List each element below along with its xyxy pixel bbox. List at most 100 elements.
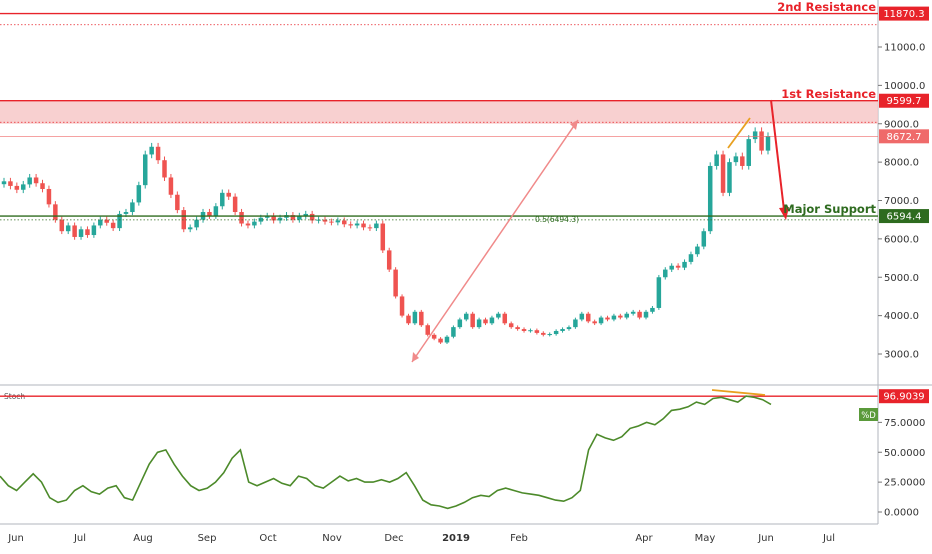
- candle-body: [431, 334, 437, 339]
- candle-body: [528, 330, 533, 332]
- candle-body: [33, 177, 39, 184]
- price-tick-label: 4000.0: [884, 311, 919, 322]
- candle-body: [534, 330, 540, 333]
- candle-body: [245, 223, 251, 226]
- candle-body: [258, 217, 264, 222]
- price-tick-label: 7000.0: [884, 196, 919, 207]
- stoch-level-badge: [879, 389, 929, 404]
- candle-body: [40, 183, 45, 189]
- price-tick-label: 5000.0: [884, 273, 919, 284]
- candle-body: [451, 327, 456, 337]
- candle-body: [425, 325, 430, 335]
- stoch-tick-label: 0.0000: [884, 508, 919, 519]
- time-tick-label: May: [695, 533, 716, 544]
- candle-body: [1, 181, 7, 185]
- candle-body: [592, 321, 597, 324]
- candle-body: [290, 215, 296, 220]
- candle-body: [630, 311, 636, 314]
- candle-body: [213, 206, 219, 216]
- fib-label: 0.5(6494.3): [535, 215, 579, 224]
- candle-body: [547, 334, 552, 336]
- candle-body: [277, 217, 283, 221]
- candle-body: [695, 246, 700, 255]
- candle-body: [207, 212, 212, 216]
- candle-body: [271, 215, 276, 221]
- candle-body: [650, 307, 655, 312]
- candle-body: [361, 223, 366, 228]
- candle-body: [78, 229, 84, 237]
- candle-body: [98, 219, 103, 226]
- candle-body: [175, 194, 180, 211]
- price-tick-label: 9000.0: [884, 119, 919, 130]
- candle-body: [508, 323, 514, 328]
- candle-body: [329, 221, 334, 223]
- candle-body: [573, 319, 578, 328]
- level-badge: [879, 93, 929, 108]
- candle-body: [541, 332, 546, 335]
- candle-body: [701, 231, 707, 247]
- candle-body: [759, 131, 764, 151]
- time-tick-label: Jun: [757, 533, 774, 544]
- annotation-major-support: Major Support: [783, 202, 876, 216]
- candle-body: [59, 219, 65, 232]
- candle-body: [566, 327, 572, 330]
- candle-body: [393, 269, 398, 297]
- candle-body: [149, 146, 154, 155]
- candle-body: [727, 162, 732, 193]
- candle-body: [412, 311, 418, 324]
- level-badge: [879, 209, 929, 224]
- time-tick-label: Feb: [510, 533, 528, 544]
- stoch-line: [0, 395, 772, 510]
- candles: [1, 127, 771, 345]
- stoch-panel: Stoch: [0, 389, 878, 510]
- annotation-1st-resistance: 1st Resistance: [781, 87, 876, 101]
- candle-body: [136, 185, 142, 203]
- price-tick-label: 10000.0: [884, 81, 925, 92]
- bearish-arrow: [770, 99, 785, 211]
- candle-body: [162, 160, 167, 178]
- candle-body: [226, 192, 231, 197]
- stoch-legend-label: %D: [861, 411, 876, 421]
- time-tick-label: Aug: [133, 533, 153, 544]
- candle-body: [714, 154, 719, 166]
- candle-body: [65, 225, 71, 232]
- candle-body: [707, 165, 713, 232]
- candle-body: [117, 213, 122, 229]
- candle-body: [309, 213, 315, 221]
- candle-body: [130, 202, 135, 213]
- time-tick-label: 2019: [442, 533, 470, 544]
- candle-body: [740, 156, 745, 166]
- candle-body: [618, 315, 623, 318]
- candle-body: [765, 136, 771, 151]
- candle-body: [489, 317, 495, 324]
- candle-body: [322, 219, 328, 222]
- candle-body: [91, 225, 97, 236]
- candle-body: [733, 156, 739, 163]
- candle-body: [656, 277, 662, 308]
- candle-body: [560, 329, 565, 331]
- candle-body: [496, 313, 501, 318]
- time-tick-label: Sep: [198, 533, 217, 544]
- time-tick-label: Jul: [73, 533, 86, 544]
- candle-body: [470, 313, 475, 328]
- price-panel: [0, 127, 932, 386]
- candle-body: [104, 219, 109, 223]
- time-tick-label: Nov: [322, 533, 342, 544]
- candle-body: [464, 313, 469, 320]
- candle-body: [46, 188, 52, 205]
- candle-body: [438, 338, 443, 343]
- candle-body: [53, 204, 58, 220]
- axes: 3000.0 4000.0 5000.0 6000.0 7000.0 8000.0 9000…: [0, 0, 929, 544]
- candle-body: [85, 229, 90, 236]
- candle-body: [457, 319, 463, 328]
- stoch-tick-label: 50.0000: [884, 448, 925, 459]
- candle-body: [155, 146, 161, 161]
- price-tick-label: 6000.0: [884, 234, 919, 245]
- candle-body: [21, 184, 26, 190]
- stoch-tick-label: 75.0000: [884, 418, 925, 429]
- candle-body: [585, 313, 591, 322]
- time-tick-label: Oct: [259, 533, 276, 544]
- candle-body: [239, 212, 244, 224]
- candle-body: [476, 319, 482, 328]
